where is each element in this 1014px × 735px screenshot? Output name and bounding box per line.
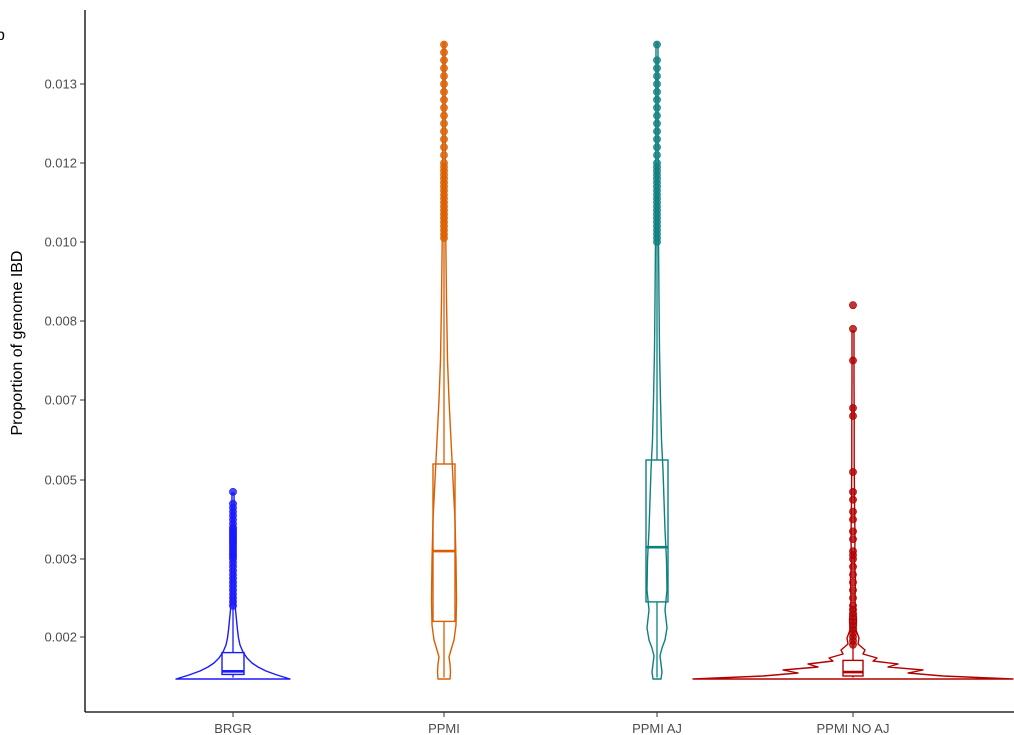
x-tick-label: PPMI NO AJ [817,721,890,735]
outlier-point [653,103,661,112]
axes: 0.002 0.003 0.005 0.007 0.008 0.010 0.012 0.013… [44,10,1014,735]
box [645,459,669,603]
outlier-point [653,64,661,73]
outlier-point [229,487,237,496]
outlier-point [653,127,661,136]
outlier-point [653,111,661,120]
outlier-point [653,56,661,65]
outlier-point [849,487,857,496]
y-tick-label: 0.012 [44,156,77,171]
outlier-point [440,48,448,57]
panel-tag: b [0,27,5,44]
box [842,659,864,677]
outlier-point [849,515,857,524]
outlier-point [849,527,857,536]
outlier-point [440,80,448,88]
y-tick-label: 0.008 [44,314,77,329]
x-tick-label: PPMI [428,721,460,735]
outlier-point [849,412,857,420]
outlier-point [440,143,448,152]
outlier-point [653,88,661,96]
outlier-point [849,495,857,504]
outlier-point [849,547,857,555]
outlier-point [653,159,661,167]
outlier-point [653,151,661,159]
outlier-point [849,562,857,571]
outlier-point [849,468,857,476]
outlier-point [440,95,448,104]
outlier-layer [229,40,857,649]
x-tick-label: PPMI AJ [632,721,682,735]
outlier-point [849,594,857,602]
outlier-point [440,88,448,96]
outlier-point [440,135,448,144]
outlier-point [653,95,661,104]
outlier-point [229,499,237,508]
outlier-point [849,301,857,310]
outlier-point [440,111,448,120]
outlier-point [849,586,857,595]
outlier-point [849,570,857,579]
outlier-point [653,72,661,80]
outlier-point [440,151,448,159]
outlier-point [653,40,661,49]
outlier-point [440,103,448,112]
y-axis-title: Proportion of genome IBD [9,251,26,436]
outlier-point [440,56,448,65]
outlier-point [849,578,857,587]
outlier-point [440,159,448,167]
violin-layer [175,42,1014,680]
outlier-point [849,404,857,412]
outlier-point [440,119,448,128]
outlier-point [440,127,448,136]
outlier-point [653,119,661,128]
y-tick-label: 0.005 [44,473,77,488]
box-layer [221,238,864,678]
y-tick-label: 0.003 [44,552,77,567]
outlier-point [653,135,661,144]
x-tick-label: BRGR [214,721,252,735]
outlier-point [653,143,661,152]
y-tick-label: 0.010 [44,235,77,250]
outlier-point [849,507,857,516]
outlier-point [849,356,857,365]
box [221,651,245,676]
y-tick-label: 0.002 [44,630,77,645]
outlier-point [440,64,448,73]
outlier-point [849,601,857,610]
outlier-point [849,535,857,544]
y-tick-label: 0.013 [44,77,77,92]
outlier-point [440,72,448,80]
outlier-point [849,324,857,333]
outlier-point [653,80,661,88]
box [432,463,456,623]
outlier-point [440,40,448,49]
y-tick-label: 0.007 [44,393,77,408]
